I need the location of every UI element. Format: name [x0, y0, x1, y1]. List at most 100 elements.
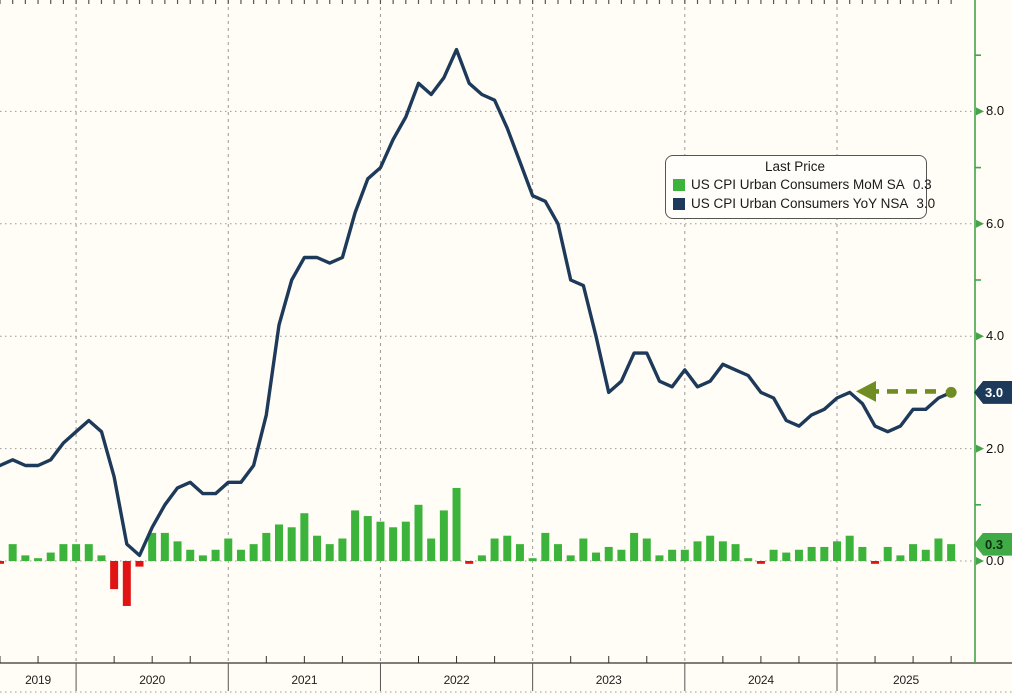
mom-bar [21, 555, 30, 561]
mom-bar [135, 561, 144, 567]
mom-bar [794, 549, 803, 561]
legend-value-yoy: 3.0 [916, 196, 936, 211]
x-axis-year-label: 2025 [893, 673, 919, 687]
mom-bar [566, 555, 575, 561]
mom-bar [706, 535, 715, 561]
mom-bar [148, 532, 157, 561]
mom-bar [947, 544, 956, 561]
mom-last-price-badge: 0.3 [974, 532, 1012, 556]
mom-bar [224, 538, 233, 561]
mom-bar [769, 549, 778, 561]
mom-bar [579, 538, 588, 561]
y-axis-tick-arrow-icon [976, 107, 984, 116]
mom-bar [338, 538, 347, 561]
mom-bar [833, 541, 841, 561]
mom-bar [452, 487, 461, 561]
mom-bar [186, 549, 195, 561]
mom-bar [503, 535, 512, 561]
legend-row-mom: US CPI Urban Consumers MoM SA 0.3 [673, 175, 932, 194]
mom-bar [807, 546, 816, 561]
mom-bar [0, 561, 4, 564]
mom-bar [693, 541, 702, 561]
mom-bar [249, 544, 258, 561]
mom-bar [515, 544, 524, 561]
mom-bar [363, 516, 372, 561]
mom-bar [275, 524, 283, 561]
mom-bar [630, 532, 639, 561]
mom-bar [718, 541, 727, 561]
mom-bar [427, 538, 436, 561]
y-axis-tick-arrow-icon [976, 444, 984, 453]
mom-bar [896, 555, 905, 561]
y-axis-tick-label: 4.0 [986, 328, 1005, 344]
mom-bar [439, 510, 448, 561]
yoy-last-price-badge: 3.0 [974, 380, 1012, 404]
mom-bar [59, 544, 68, 561]
y-axis-tick-label: 2.0 [986, 440, 1005, 456]
mom-bar [490, 538, 499, 561]
mom-bar [782, 552, 791, 561]
x-axis-year-label: 2020 [139, 673, 166, 687]
mom-bar [934, 538, 943, 561]
legend-box: Last Price US CPI Urban Consumers MoM SA… [665, 155, 935, 219]
y-axis-tick-arrow-icon [976, 557, 984, 565]
x-axis-year-label: 2022 [443, 673, 470, 687]
mom-bar [554, 544, 562, 561]
yoy-line [0, 47, 953, 558]
mom-bar [173, 541, 182, 561]
mom-bar [211, 549, 220, 561]
dashed-arrow-head-icon [856, 380, 876, 402]
mom-bar [84, 544, 93, 561]
mom-bar [592, 552, 601, 561]
mom-bar [287, 527, 296, 561]
mom-bar [389, 527, 398, 561]
mom-bar [845, 535, 854, 561]
x-axis-year-label: 2019 [25, 673, 51, 687]
x-axis-year-label: 2021 [291, 673, 318, 687]
mom-bar [198, 555, 207, 561]
mom-bar [122, 561, 131, 606]
mom-bar [883, 546, 892, 561]
mom-bar [756, 561, 765, 564]
legend-label-yoy: US CPI Urban Consumers YoY NSA [691, 196, 909, 211]
mom-bar [617, 549, 626, 561]
mom-bar [921, 549, 930, 561]
mom-bar [376, 521, 385, 561]
mom-bar [528, 558, 537, 561]
y-axis-tick-arrow-icon [976, 219, 984, 228]
legend-row-yoy: US CPI Urban Consumers YoY NSA 3.0 [673, 194, 935, 213]
mom-bar [680, 549, 689, 561]
x-axis-year-label: 2024 [747, 673, 774, 687]
mom-bar [351, 510, 360, 561]
legend-label-mom: US CPI Urban Consumers MoM SA [691, 177, 905, 192]
y-axis-tick-label: 6.0 [986, 215, 1005, 231]
y-axis-tick-label: 0.0 [986, 553, 1005, 568]
mom-bar [414, 504, 423, 561]
mom-bar [744, 558, 753, 561]
mom-bar [262, 532, 271, 561]
mom-bar [909, 544, 918, 561]
mom-bar [642, 538, 651, 561]
x-axis-year-label: 2023 [595, 673, 622, 687]
y-axis-tick-label: 8.0 [986, 103, 1005, 119]
mom-bar [858, 546, 867, 561]
mom-bar [8, 544, 17, 561]
legend-value-mom: 0.3 [912, 177, 932, 192]
mom-bar [541, 532, 550, 561]
mom-bar [401, 521, 410, 561]
mom-bar [477, 555, 486, 561]
mom-bar [236, 549, 245, 561]
yoy-series-swatch-icon [673, 197, 685, 210]
mom-bar [604, 546, 613, 561]
mom-bar [34, 558, 43, 561]
line-end-dot-icon [945, 386, 957, 398]
mom-bar [110, 561, 119, 590]
mom-series-swatch-icon [673, 178, 685, 191]
mom-bar [465, 561, 474, 564]
mom-bar [731, 544, 740, 561]
mom-bar [668, 549, 677, 561]
mom-bar [820, 546, 829, 561]
mom-bar [160, 532, 169, 561]
